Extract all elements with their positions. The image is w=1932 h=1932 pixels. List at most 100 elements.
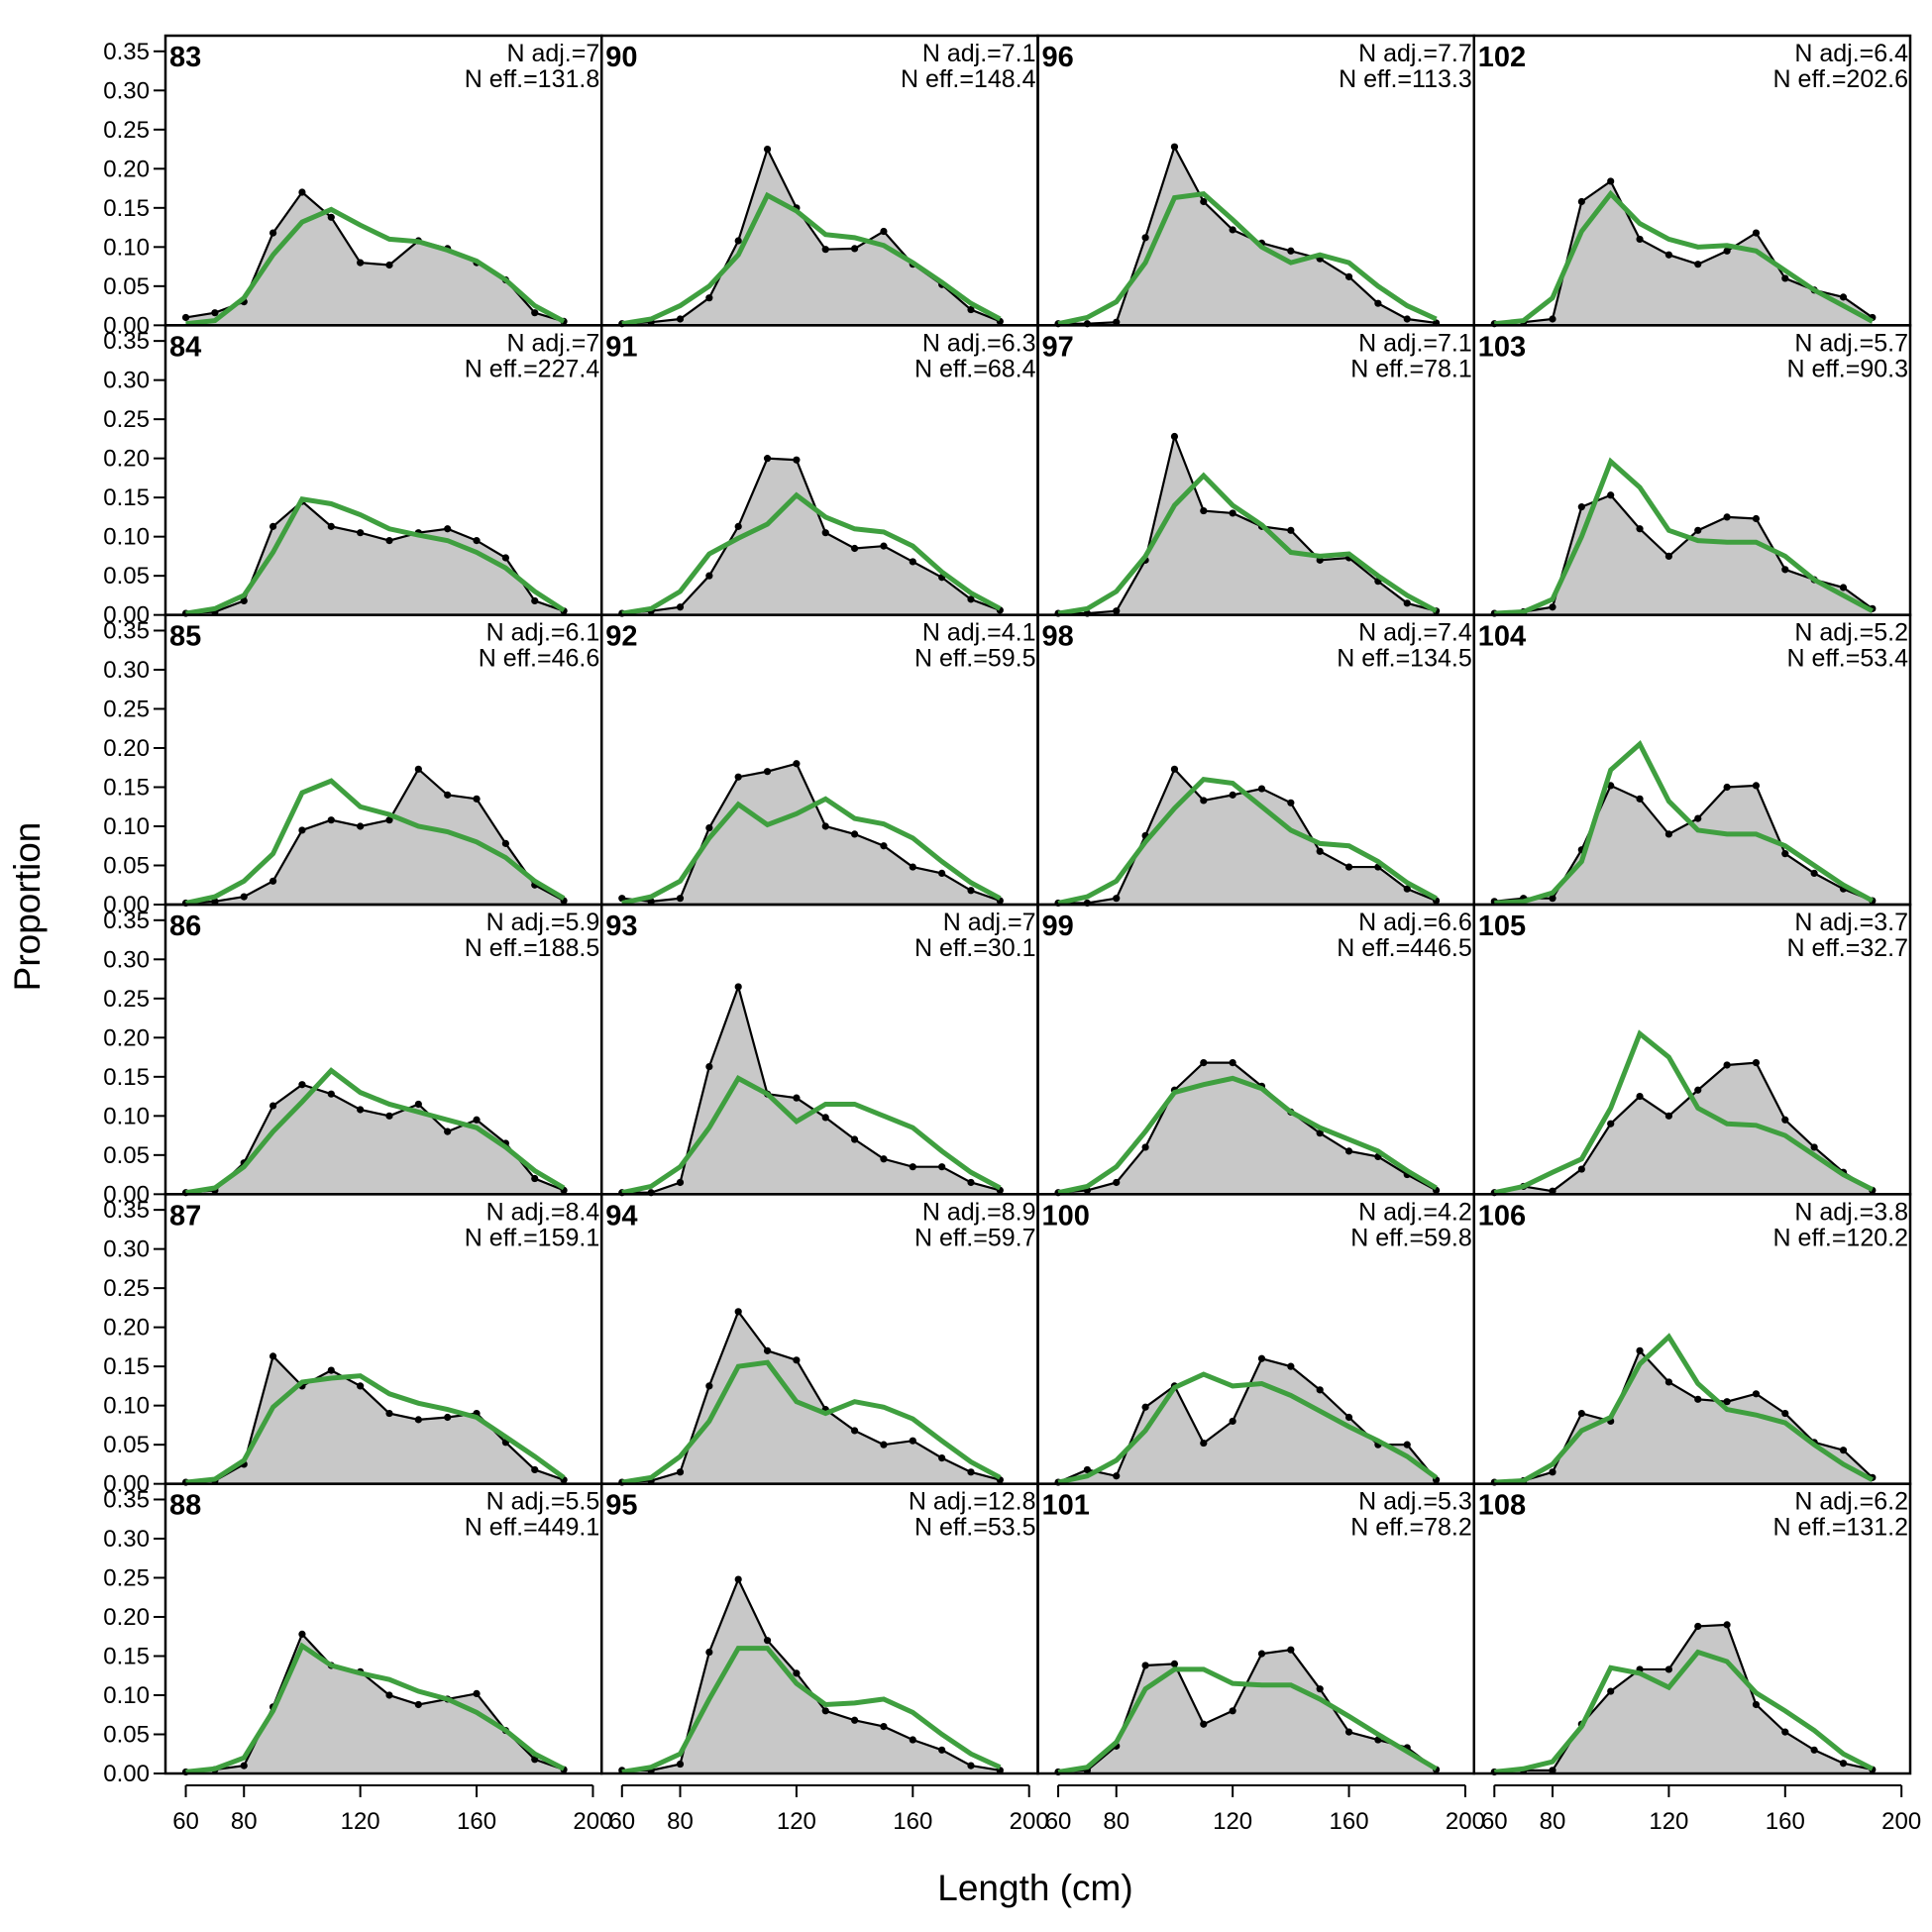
y-tick-label: 0.10 — [103, 1682, 150, 1709]
observed-area — [1494, 494, 1873, 615]
panel-label: 106 — [1478, 1200, 1526, 1232]
y-tick-label: 0.05 — [103, 1142, 150, 1169]
panel-n-eff: N eff.=159.1 — [465, 1224, 599, 1251]
expected-line — [1494, 189, 1875, 327]
observed-point — [1723, 513, 1731, 521]
observed-point — [850, 544, 859, 553]
observed-point — [1723, 1621, 1731, 1629]
observed-point — [327, 1090, 335, 1098]
panel-n-adj: N adj.=7.4 — [1358, 619, 1472, 647]
panel-n-eff: N eff.=131.8 — [465, 65, 599, 93]
panel-n-adj: N adj.=7 — [943, 909, 1036, 936]
observed-area — [1058, 1062, 1437, 1195]
y-tick-label: 0.15 — [103, 484, 150, 511]
observed-point — [1316, 1386, 1324, 1394]
panel-99: 99 N adj.=6.6N eff.=446.5 — [1036, 903, 1475, 1197]
observed-line — [621, 762, 1001, 903]
observed-point — [1229, 1417, 1236, 1426]
observed-point — [850, 830, 859, 838]
observed-point — [1752, 1700, 1761, 1709]
panel-n-eff: N eff.=78.2 — [1350, 1514, 1472, 1542]
observed-point — [1664, 251, 1672, 259]
observed-point — [1752, 1390, 1761, 1398]
panel-85: 85 N adj.=6.1N eff.=46.6 — [163, 613, 603, 908]
observed-point — [268, 877, 277, 885]
panel-n-adj: N adj.=6.4 — [1794, 40, 1908, 67]
observed-area — [185, 1355, 565, 1484]
observed-point — [1200, 1439, 1208, 1448]
observed-point — [1781, 850, 1789, 858]
panel-n-eff: N eff.=59.8 — [1350, 1224, 1472, 1251]
expected-line — [185, 1067, 566, 1196]
panel-83: 83 N adj.=7N eff.=131.8 — [163, 34, 603, 327]
observed-area — [185, 1634, 565, 1773]
panel-n-adj: N adj.=8.4 — [486, 1198, 600, 1226]
observed-point — [531, 596, 539, 605]
panel-n-eff: N eff.=46.6 — [479, 645, 600, 673]
observed-area — [1058, 436, 1437, 615]
observed-point — [676, 1468, 685, 1476]
observed-point — [414, 1100, 422, 1109]
observed-point — [850, 1427, 859, 1435]
y-tick-label: 0.15 — [103, 195, 150, 222]
x-tick-label: 160 — [893, 1808, 932, 1835]
observed-point — [763, 1346, 772, 1354]
observed-point — [967, 595, 975, 603]
observed-point — [1287, 1362, 1295, 1370]
panel-96: 96 N adj.=7.7N eff.=113.3 — [1036, 34, 1475, 328]
observed-area — [1494, 1624, 1873, 1773]
panel-label: 95 — [605, 1490, 637, 1522]
observed-point — [676, 1178, 685, 1187]
observed-point — [763, 1637, 772, 1645]
panel-n-adj: N adj.=4.1 — [922, 619, 1036, 647]
observed-point — [1694, 1086, 1702, 1094]
observed-point — [1344, 863, 1353, 871]
observed-line — [1057, 1061, 1438, 1194]
observed-point — [821, 822, 829, 830]
panel-label: 85 — [169, 621, 201, 653]
observed-point — [1664, 1378, 1672, 1386]
x-tick-label: 200 — [1446, 1808, 1485, 1835]
observed-point — [1200, 797, 1208, 805]
y-tick-label: 0.25 — [103, 1275, 150, 1302]
observed-point — [385, 261, 393, 269]
expected-line — [185, 495, 566, 616]
observed-point — [268, 229, 277, 237]
observed-point — [385, 1112, 393, 1120]
observed-point — [676, 1760, 685, 1769]
observed-point — [357, 1106, 365, 1114]
observed-point — [705, 294, 713, 302]
observed-point — [967, 305, 975, 314]
observed-area — [1494, 785, 1873, 905]
panel-label: 90 — [605, 42, 637, 73]
y-tick-label: 0.35 — [103, 39, 150, 65]
observed-point — [1723, 783, 1731, 792]
observed-point — [967, 1178, 975, 1187]
observed-point — [298, 1630, 306, 1638]
observed-point — [793, 1356, 801, 1364]
observed-point — [1287, 799, 1295, 806]
panel-n-eff: N eff.=148.4 — [901, 65, 1036, 93]
observed-point — [1839, 584, 1848, 591]
y-tick-label: 0.00 — [103, 1181, 150, 1208]
observed-point — [414, 1416, 422, 1424]
observed-point — [1170, 765, 1179, 773]
expected-line — [185, 206, 566, 327]
observed-point — [705, 572, 713, 580]
observed-point — [1141, 234, 1149, 242]
observed-point — [938, 1453, 946, 1462]
observed-point — [1577, 1409, 1585, 1418]
panel-n-adj: N adj.=6.2 — [1794, 1488, 1908, 1516]
observed-point — [1781, 1116, 1789, 1124]
panel-label: 87 — [169, 1200, 201, 1232]
observed-point — [1694, 261, 1702, 268]
observed-point — [1549, 1767, 1556, 1774]
x-tick-label: 60 — [1045, 1808, 1072, 1835]
observed-point — [357, 259, 365, 267]
observed-point — [763, 145, 772, 154]
panels-grid: 83 N adj.=7N eff.=131.890 N adj.=7.1N eff.… — [163, 34, 1912, 1776]
x-tick-label: 80 — [667, 1808, 694, 1835]
observed-point — [501, 554, 509, 562]
observed-point — [1664, 1665, 1672, 1673]
observed-point — [909, 1736, 916, 1744]
